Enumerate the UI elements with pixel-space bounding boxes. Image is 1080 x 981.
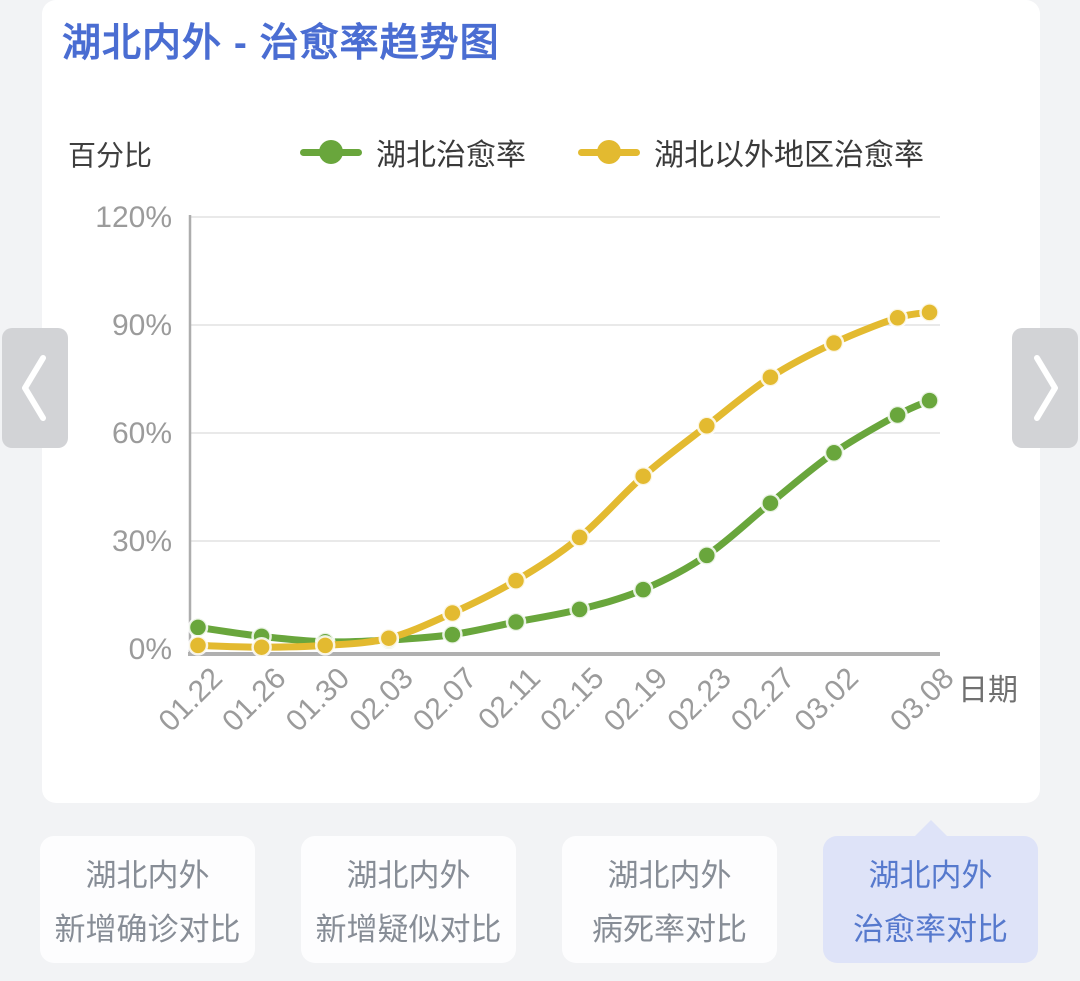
tab-label-line2: 新增确诊对比 [54,912,241,947]
data-point [823,332,845,354]
data-point [569,527,590,548]
tab-bar: 湖北内外 新增确诊对比 湖北内外 新增疑似对比 湖北内外 病死率对比 湖北内外 治愈率对比 [40,820,1038,963]
line-dot-marker-icon [578,140,640,164]
x-tick-label: 02.11 [472,662,547,737]
data-point [823,442,845,464]
legend-label: 湖北治愈率 [376,139,526,172]
data-point [632,579,654,600]
carousel-next-button[interactable] [1012,328,1078,448]
x-tick-label: 01.22 [153,662,229,738]
x-axis-title: 日期 [958,674,1018,707]
chart-card: 湖北内外 - 治愈率趋势图 百分比 湖北治愈率 湖北以外地区治愈率 120% 90… [42,0,1040,803]
legend-label: 湖北以外地区治愈率 [654,139,924,172]
data-point [442,602,463,624]
x-tick-label: 02.07 [407,662,483,738]
data-point [887,307,908,329]
data-point [919,390,940,411]
data-point [187,635,209,656]
tab-new-suspected-comparison[interactable]: 湖北内外新增疑似对比 [301,836,516,963]
chart-title: 湖北内外 - 治愈率趋势图 [62,22,500,65]
x-tick-label: 03.02 [789,662,865,738]
x-tick-label: 01.30 [280,662,356,738]
data-point [505,611,527,633]
tab-fatality-rate-comparison[interactable]: 湖北内外 病死率对比 [562,836,777,963]
y-tick-label: 90% [112,309,172,342]
chart-legend: 湖北治愈率 湖北以外地区治愈率 [300,130,924,174]
legend-item-outside-hubei-cure-rate[interactable]: 湖北以外地区治愈率 [578,130,924,174]
series-line-1 [194,308,933,651]
legend-item-hubei-cure-rate[interactable]: 湖北治愈率 [300,130,526,174]
data-point [760,492,781,514]
x-tick-label: 02.15 [534,662,610,738]
carousel-prev-button[interactable] [2,328,68,448]
data-point [505,570,527,591]
y-axis-title: 百分比 [68,140,153,171]
x-tick-label: 02.19 [598,662,674,738]
tab-label-line2: 病死率对比 [592,912,747,947]
tab-label-line2: 治愈率对比 [853,912,1008,947]
data-point [696,545,718,566]
data-point [442,624,463,645]
chevron-right-icon [1034,355,1058,421]
data-point [887,404,908,426]
data-point [760,366,781,388]
data-point [919,302,940,323]
trend-chart: 120% 90% 60% 30% 0%01.2201.2601.3002.0302.07… [95,201,1018,738]
tab-label-line1: 湖北内外 [346,858,471,893]
data-point [569,599,590,620]
x-tick-label: 03.08 [884,662,960,738]
line-dot-marker-icon [300,140,362,164]
tab-new-confirmed-comparison[interactable]: 湖北内外新增确诊对比 [40,836,255,963]
data-point [696,415,718,437]
tab-label-line2: 新增疑似对比 [315,912,502,947]
tab-label-line1: 湖北内外 [607,858,732,893]
x-tick-label: 02.23 [661,662,737,738]
data-point [632,465,654,487]
tab-label-line1: 湖北内外 [868,858,993,893]
y-tick-label: 0% [129,633,172,666]
x-tick-label: 01.26 [216,662,292,738]
tab-cure-rate-comparison[interactable]: 湖北内外 治愈率对比 [823,820,1038,963]
y-tick-label: 30% [112,525,172,558]
y-tick-label: 120% [95,201,172,234]
data-point [251,636,272,658]
data-point [187,617,209,638]
data-point [314,635,336,656]
chevron-left-icon [22,355,46,421]
x-tick-label: 02.03 [343,662,419,738]
y-tick-label: 60% [112,417,172,450]
data-point [378,627,400,649]
x-tick-label: 02.27 [725,662,801,738]
series-line-0 [194,397,933,646]
tab-label-line1: 湖北内外 [85,858,210,893]
